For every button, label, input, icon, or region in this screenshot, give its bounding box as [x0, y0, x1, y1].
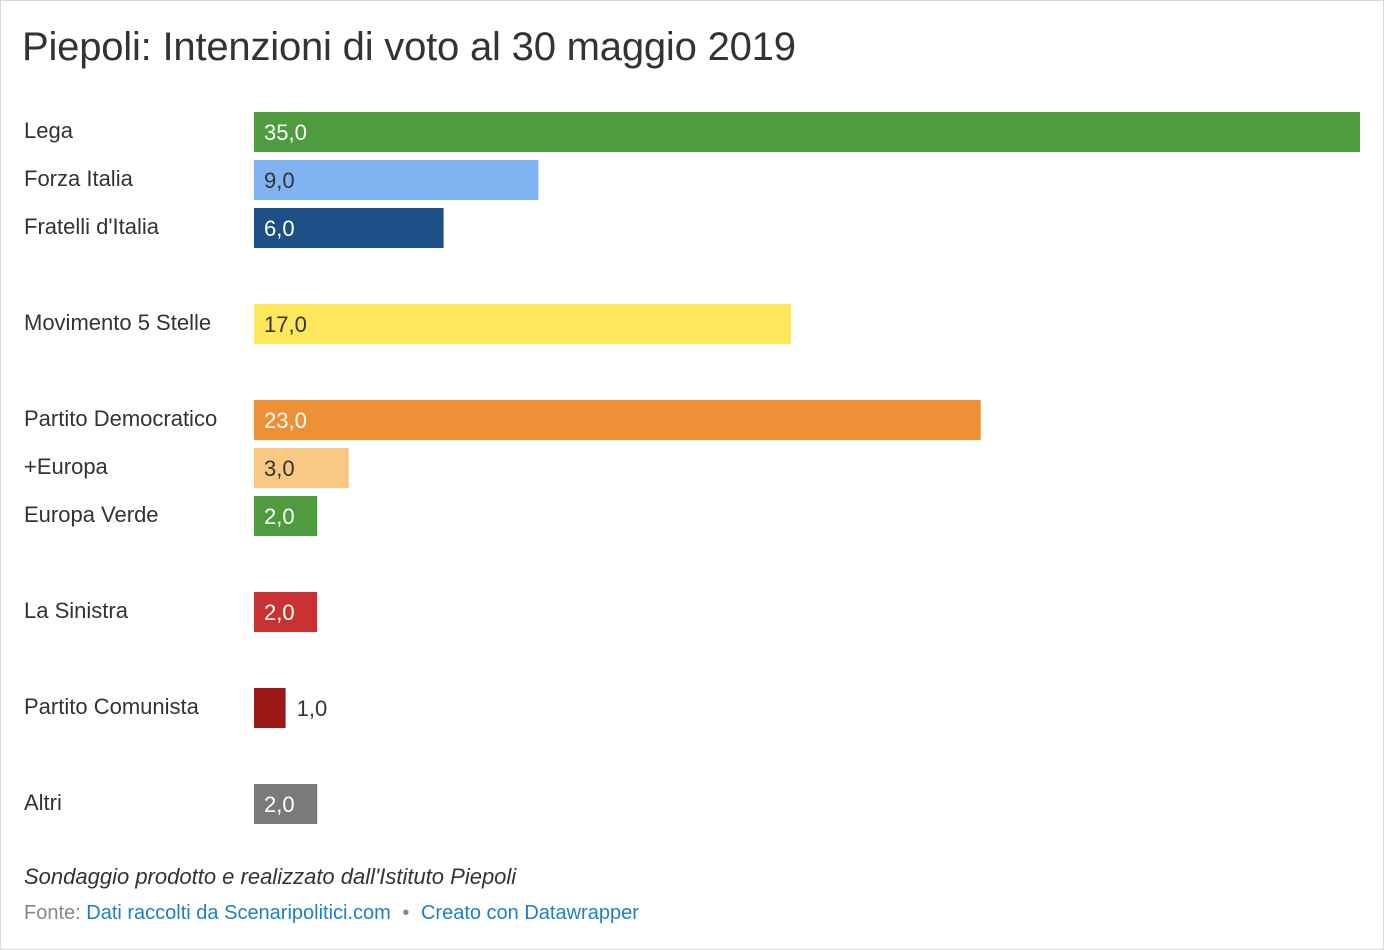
footer-separator: • [402, 902, 410, 924]
datawrapper-credit-link[interactable]: Creato con Datawrapper [420, 902, 639, 924]
chart-footer: Fonte: Dati raccolti da Scenaripolitici.… [24, 902, 639, 925]
chart-notes: Sondaggio prodotto e realizzato dall'Ist… [24, 864, 517, 889]
source-prefix: Fonte: [24, 902, 81, 924]
chart-title: Piepoli: Intenzioni di voto al 30 maggio… [22, 25, 796, 69]
source-link[interactable]: Dati raccolti da Scenaripolitici.com [86, 902, 391, 924]
